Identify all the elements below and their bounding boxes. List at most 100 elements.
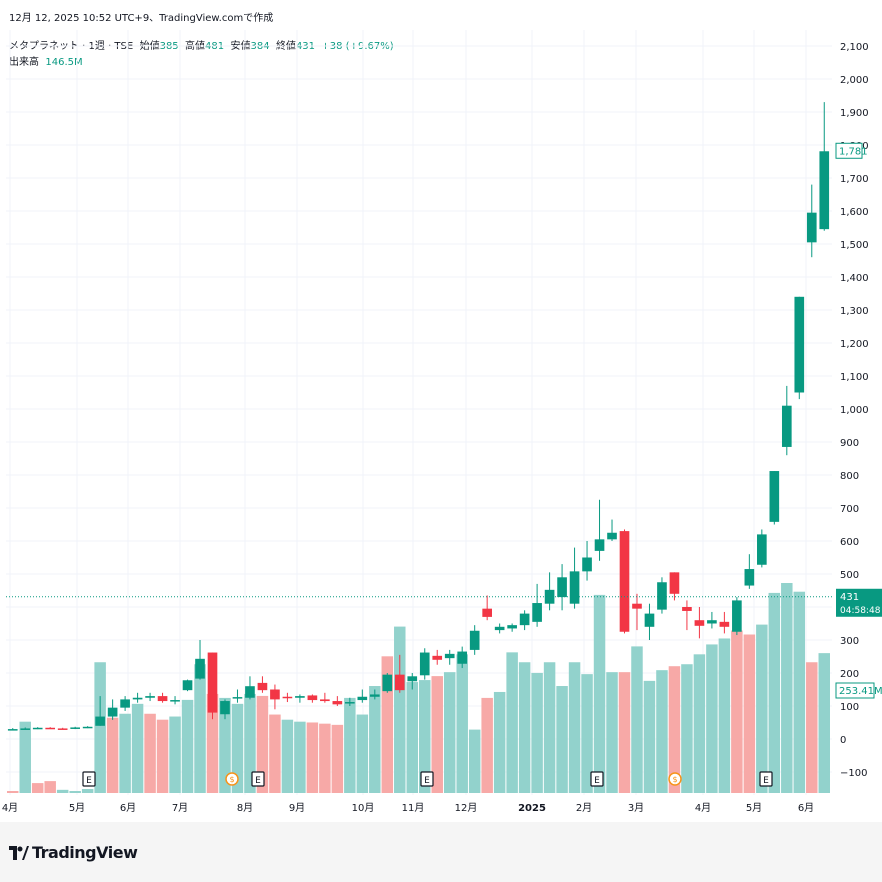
volume-bar (56, 789, 69, 793)
candle-body (57, 728, 68, 730)
volume-bar (581, 674, 593, 793)
y-tick-label: 2,000 (840, 75, 869, 86)
x-tick-label: 2025 (518, 803, 546, 814)
candle-body (332, 701, 343, 705)
volume-bar (406, 682, 419, 793)
x-tick-label: 7月 (172, 802, 188, 814)
volume-bar (618, 672, 631, 793)
volume-bar (606, 672, 618, 793)
volume-bar (244, 693, 256, 793)
y-tick-label: 1,900 (840, 108, 869, 119)
volume-bar (156, 719, 169, 793)
volume-bar (806, 662, 818, 793)
last-price-tag (836, 588, 882, 617)
volume-bar (481, 697, 493, 793)
earnings-marker (251, 771, 265, 787)
y-tick-label: 1,300 (840, 306, 869, 317)
y-tick-label: 1,400 (840, 273, 869, 284)
earnings-marker (759, 771, 773, 787)
volume-bar (668, 666, 681, 793)
candle-body (582, 557, 592, 572)
candle-body (245, 686, 255, 698)
volume-bar (381, 656, 394, 793)
volume-bar (119, 713, 131, 793)
candle-body (107, 707, 118, 717)
candle-body (457, 651, 468, 664)
volume-bar (693, 654, 706, 793)
volume-bar (369, 686, 381, 793)
candle-body (819, 151, 830, 230)
y-tick-label: 1,600 (840, 207, 869, 218)
volume-bar (643, 680, 656, 793)
x-tick-label: 5月 (69, 802, 85, 814)
candle-body (282, 696, 293, 699)
volume-tag (835, 682, 875, 699)
volume-bar (206, 693, 219, 793)
earnings-marker-label: E (763, 776, 769, 786)
y-tick-label: 300 (840, 636, 859, 647)
dividend-marker (668, 772, 682, 786)
volume-bar (793, 591, 806, 793)
x-tick-label: 6月 (798, 802, 814, 814)
volume-bar (531, 672, 543, 793)
candle-body (432, 655, 443, 660)
candle-body (257, 682, 268, 691)
x-tick-label: 12月 (455, 802, 478, 814)
volume-bar (568, 662, 581, 793)
x-tick-label: 6月 (120, 802, 136, 814)
dividend-marker-label: $ (672, 775, 677, 784)
volume-bar (194, 664, 206, 793)
candle-body (694, 620, 705, 626)
candle-body (769, 471, 780, 522)
volume-bar (144, 713, 156, 793)
candle-body (532, 603, 542, 622)
x-tick-label: 4月 (2, 802, 18, 814)
x-tick-label: 4月 (695, 802, 711, 814)
candle-body (781, 405, 792, 447)
x-tick-label: 10月 (352, 802, 375, 814)
candle-body (20, 728, 31, 730)
dividend-marker-label: $ (229, 775, 234, 784)
candle-body (569, 571, 580, 604)
candle-body (157, 696, 168, 702)
tradingview-logo-icon (9, 845, 29, 860)
volume-bar (468, 729, 481, 793)
volume-value: 146.5M (45, 57, 83, 68)
volume-bar (518, 662, 531, 793)
volume-bar (94, 662, 106, 793)
price-chart[interactable]: 2,1002,0001,9001,8001,7001,6001,5001,400… (0, 0, 882, 822)
volume-bar (81, 789, 94, 793)
y-tick-label: 700 (840, 504, 859, 515)
candle-body (307, 695, 318, 701)
candle-body (732, 600, 742, 632)
y-tick-label: 1,700 (840, 174, 869, 185)
candle-body (220, 701, 230, 715)
volume-bar (394, 626, 406, 793)
candle-body (132, 697, 143, 700)
candle-body (182, 680, 193, 691)
x-tick-label: 2月 (576, 802, 592, 814)
candle-body (82, 726, 93, 729)
x-tick-label: 9月 (289, 802, 305, 814)
volume-bar (356, 714, 369, 793)
volume-bar (44, 781, 56, 793)
volume-bar (493, 691, 506, 793)
volume-bar (706, 644, 718, 793)
candle-body (794, 296, 805, 393)
volume-bar (181, 699, 194, 793)
high-price-text: 1,781 (839, 146, 868, 157)
candle-body (757, 534, 767, 565)
volume-bar (31, 783, 44, 793)
candle-body (707, 620, 717, 624)
volume-bar (543, 662, 556, 793)
volume-bar (7, 791, 19, 793)
candle-body (469, 630, 480, 650)
candle-body (607, 532, 617, 540)
earnings-marker-label: E (424, 776, 430, 786)
y-tick-label: 1,200 (840, 339, 869, 350)
candle-body (7, 729, 18, 731)
volume-legend: 出来高 146.5M (9, 53, 83, 68)
candle-body (95, 716, 105, 726)
volume-bar (743, 634, 756, 793)
candle-body (669, 572, 680, 594)
